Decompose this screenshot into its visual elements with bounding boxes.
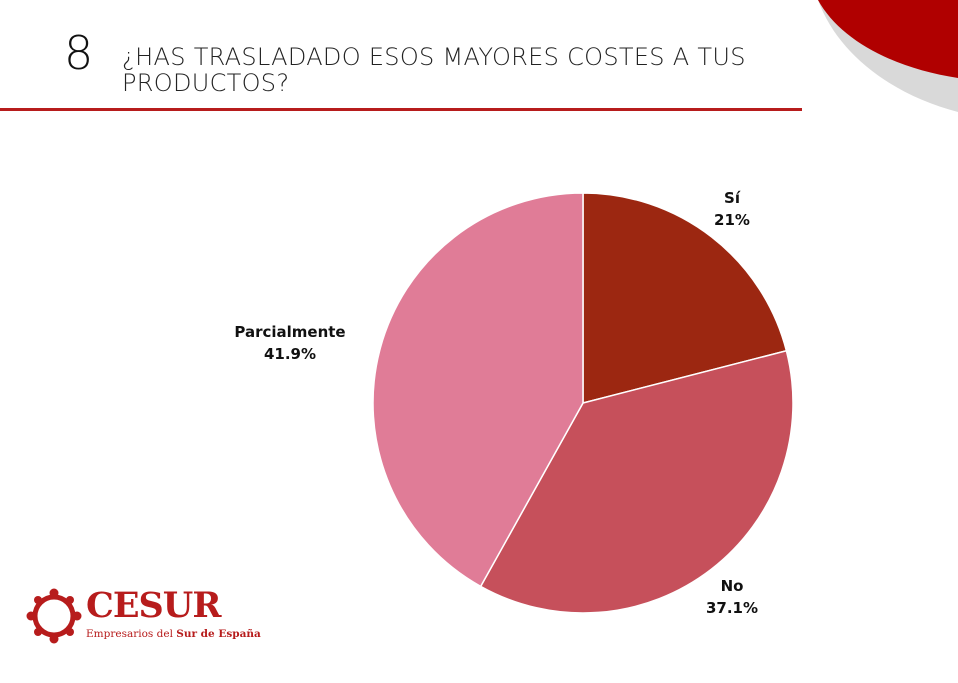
logo-tagline: Empresarios del Sur de España (86, 628, 261, 640)
slice-category-label: Parcialmente (234, 323, 345, 341)
pie-slice-parcialmente (372, 192, 584, 588)
page-title: ¿HAS TRASLADADO ESOS MAYORES COSTES A TU… (122, 43, 746, 97)
slice-value-label: 21% (714, 211, 750, 229)
slice-value-label: 37.1% (706, 599, 758, 617)
pie-slice-no (479, 349, 794, 614)
question-number: 8 (64, 26, 94, 80)
slice-value-label: 41.9% (264, 345, 316, 363)
slice-category-label: No (721, 577, 744, 595)
slice-category-label: Sí (724, 189, 741, 207)
cesur-logo-emblem (26, 588, 82, 644)
title-underline (0, 108, 802, 111)
logo-wordmark: CESUR (86, 585, 221, 626)
corner-decoration (818, 0, 958, 112)
pie-slice-s- (582, 192, 788, 404)
